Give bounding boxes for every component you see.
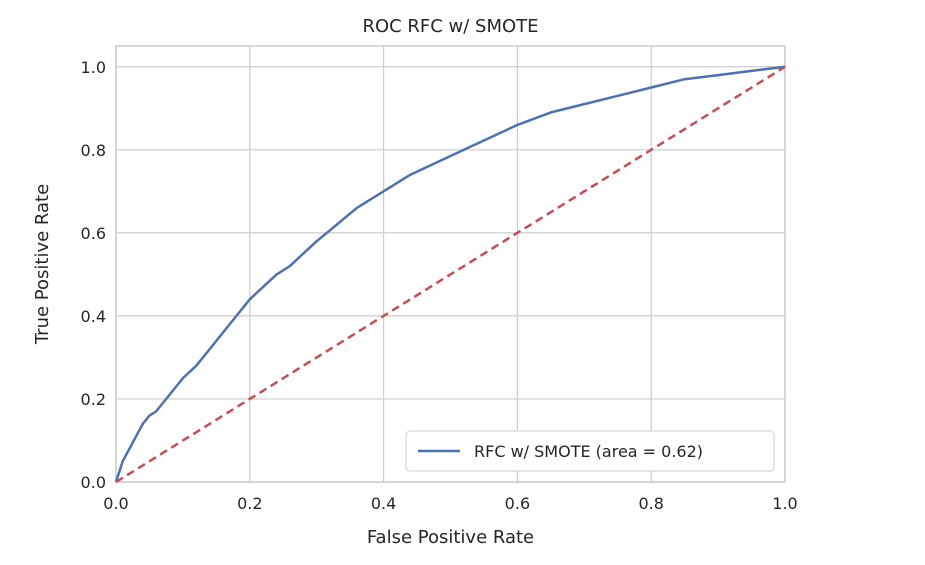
y-tick-labels: 0.0 0.2 0.4 0.6 0.8 1.0	[81, 58, 106, 492]
chance-diagonal-line	[115, 65, 786, 484]
x-tick-label: 0.8	[638, 494, 663, 513]
x-tick-label: 1.0	[772, 494, 797, 513]
y-tick-label: 0.0	[81, 473, 106, 492]
x-tick-labels: 0.0 0.2 0.4 0.6 0.8 1.0	[103, 494, 797, 513]
legend-box	[405, 430, 775, 472]
plot-frame	[115, 45, 786, 483]
x-tick-label: 0.0	[103, 494, 128, 513]
x-axis-label: False Positive Rate	[367, 527, 534, 548]
y-tick-label: 0.6	[81, 224, 106, 243]
roc-curve-line	[114, 65, 786, 483]
y-tick-label: 0.4	[81, 307, 106, 326]
grid-lines	[115, 46, 786, 483]
x-tick-label: 0.4	[371, 494, 396, 513]
chart-title: ROC RFC w/ SMOTE	[362, 16, 538, 37]
legend-entry-label: RFC w/ SMOTE (area = 0.62)	[474, 442, 703, 461]
y-tick-label: 0.8	[81, 141, 106, 160]
x-tick-label: 0.6	[505, 494, 530, 513]
x-tick-label: 0.2	[237, 494, 262, 513]
y-tick-label: 0.2	[81, 390, 106, 409]
series-layer	[114, 65, 786, 484]
legend: RFC w/ SMOTE (area = 0.62)	[405, 430, 775, 472]
y-axis-label: True Positive Rate	[32, 184, 53, 345]
y-tick-label: 1.0	[81, 58, 106, 77]
